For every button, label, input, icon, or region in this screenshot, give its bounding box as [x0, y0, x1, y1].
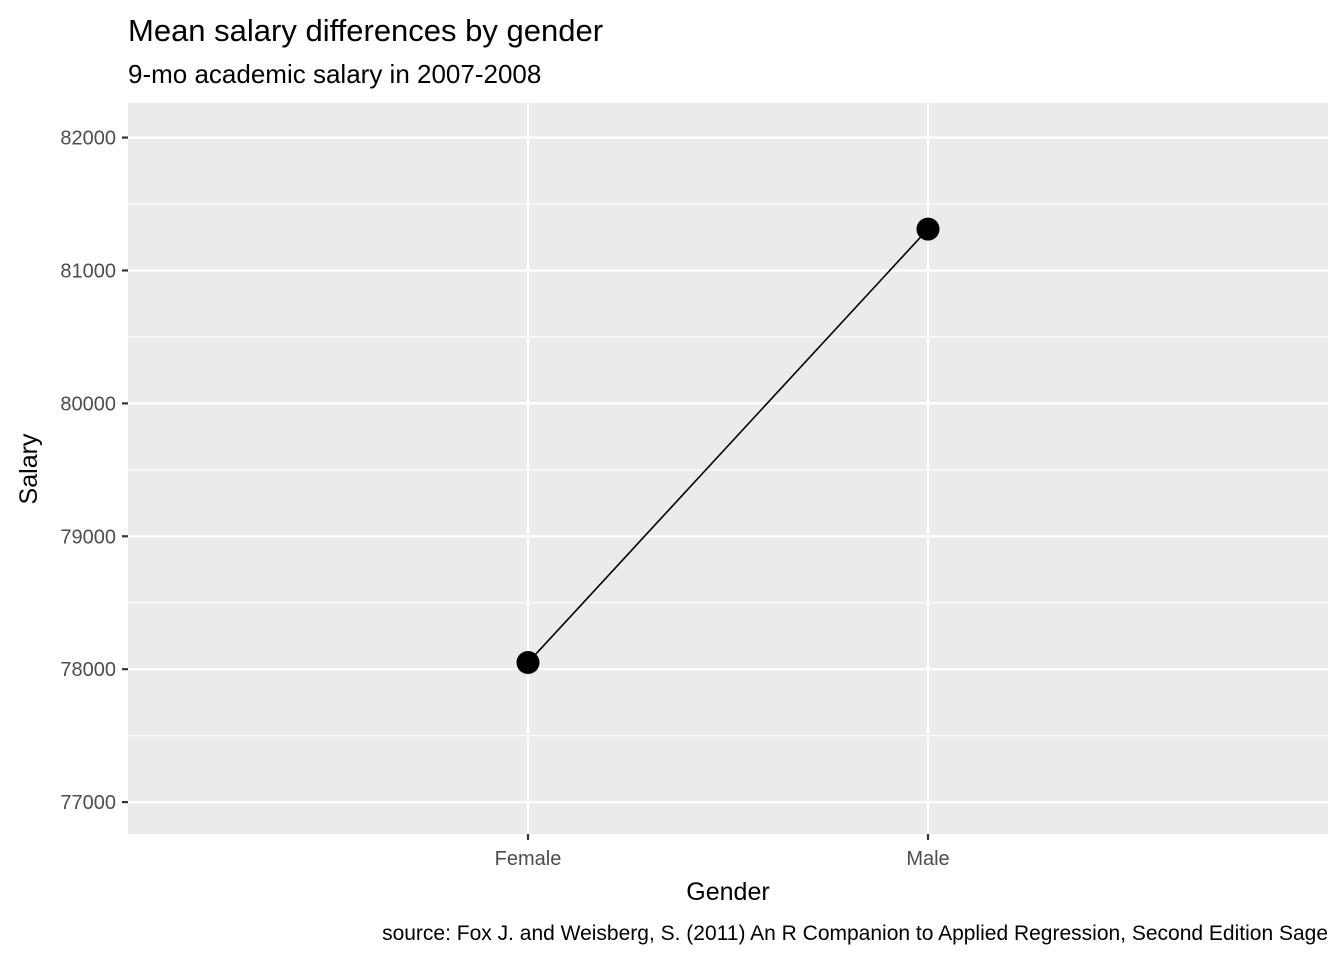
- major-gridlines: [128, 103, 1328, 834]
- series-layer: [516, 217, 940, 675]
- series-line: [527, 228, 929, 664]
- x-axis: Female Male: [495, 834, 950, 870]
- y-tick-label: 80000: [60, 393, 116, 415]
- y-axis: 77000 78000 79000 80000 81000 82000: [60, 128, 128, 814]
- x-tick-label-female: Female: [495, 848, 562, 870]
- y-tick-label: 78000: [60, 659, 116, 681]
- y-tick-label: 79000: [60, 526, 116, 548]
- minor-gridlines: [128, 203, 1328, 737]
- chart-caption: source: Fox J. and Weisberg, S. (2011) A…: [382, 922, 1328, 945]
- chart-title: Mean salary differences by gender: [128, 13, 603, 48]
- plot-panel: [128, 103, 1328, 834]
- x-tick-label-male: Male: [906, 848, 949, 870]
- x-axis-title: Gender: [686, 878, 769, 906]
- chart-subtitle: 9-mo academic salary in 2007-2008: [128, 59, 541, 89]
- data-point-female: [516, 651, 540, 675]
- y-tick-label: 81000: [60, 260, 116, 282]
- y-tick-label: 77000: [60, 792, 116, 814]
- y-axis-title: Salary: [15, 433, 43, 504]
- data-point-male: [916, 217, 940, 241]
- y-tick-label: 82000: [60, 128, 116, 150]
